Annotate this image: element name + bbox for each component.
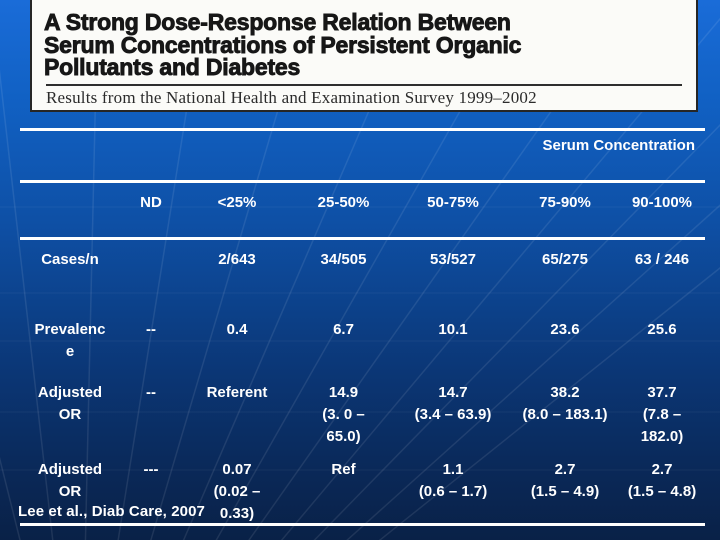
- table-cell: 63 / 246: [634, 251, 690, 268]
- table-row-adjusted-or-1: Adjusted OR -- Referent 14.9 (3. 0 – 65.…: [20, 374, 705, 455]
- table-cell: 0.07 (0.02 – 0.33): [213, 461, 261, 522]
- row-label: Cases/n: [41, 251, 99, 268]
- table-row-prevalence: Prevalenc e -- 0.4 6.7 10.1 23.6 25.6: [20, 311, 705, 374]
- slide-title: A Strong Dose-Response Relation Between …: [44, 9, 522, 80]
- table-header-row: ND <25% 25-50% 50-75% 75-90% 90-100%: [20, 183, 705, 240]
- table-cell: ---: [143, 461, 159, 478]
- table-cell: 65/275: [542, 251, 588, 268]
- slide-subtitle: Results from the National Health and Exa…: [46, 87, 537, 107]
- table-cell: 53/527: [430, 251, 476, 268]
- table-cell: 1.1 (0.6 – 1.7): [418, 461, 488, 500]
- title-divider: [46, 83, 682, 86]
- table-cell: 14.9 (3. 0 – 65.0): [322, 384, 365, 445]
- table-cell: 2.7 (1.5 – 4.8): [627, 461, 697, 500]
- table-cell: 2/643: [218, 251, 256, 268]
- column-header-lt25: <25%: [217, 194, 257, 211]
- table-cell: 14.7 (3.4 – 63.9): [414, 384, 492, 423]
- table-cell: 2.7 (1.5 – 4.9): [530, 461, 600, 500]
- table-cell: 38.2 (8.0 – 183.1): [522, 384, 608, 423]
- table-row-cases: Cases/n 2/643 34/505 53/527 65/275 63 / …: [20, 240, 705, 311]
- column-header-nd: ND: [140, 194, 162, 211]
- table-cell: 6.7: [333, 321, 354, 338]
- table-cell: 10.1: [438, 321, 468, 338]
- table-super-header: Serum Concentration: [20, 131, 705, 183]
- column-header-90-100: 90-100%: [631, 194, 693, 211]
- column-header-50-75: 50-75%: [427, 194, 479, 211]
- table-row-adjusted-or-2: Adjusted OR --- 0.07 (0.02 – 0.33) Ref 1…: [20, 455, 705, 526]
- table-cell: --: [146, 384, 156, 401]
- column-header-blank: [20, 192, 120, 237]
- citation-text: Lee et al., Diab Care, 2007: [18, 503, 205, 520]
- table-cell: Ref: [331, 461, 356, 478]
- table-cell: 23.6: [550, 321, 580, 338]
- column-header-75-90: 75-90%: [539, 194, 591, 211]
- table-cell: Referent: [206, 384, 268, 401]
- table-cell: --: [146, 321, 156, 338]
- column-header-25-50: 25-50%: [317, 194, 370, 211]
- row-label: Adjusted OR: [37, 461, 103, 500]
- table-cell: 34/505: [320, 251, 367, 268]
- table-cell: 0.4: [226, 321, 248, 338]
- table-cell: 37.7 (7.8 – 182.0): [640, 384, 684, 445]
- row-label: Adjusted OR: [37, 384, 103, 423]
- table-cell: [120, 249, 182, 311]
- data-table: Serum Concentration ND <25% 25-50% 50-75…: [20, 128, 705, 526]
- title-box: A Strong Dose-Response Relation Between …: [30, 0, 698, 112]
- table-cell: 25.6: [647, 321, 677, 338]
- row-label: Prevalenc e: [34, 321, 106, 360]
